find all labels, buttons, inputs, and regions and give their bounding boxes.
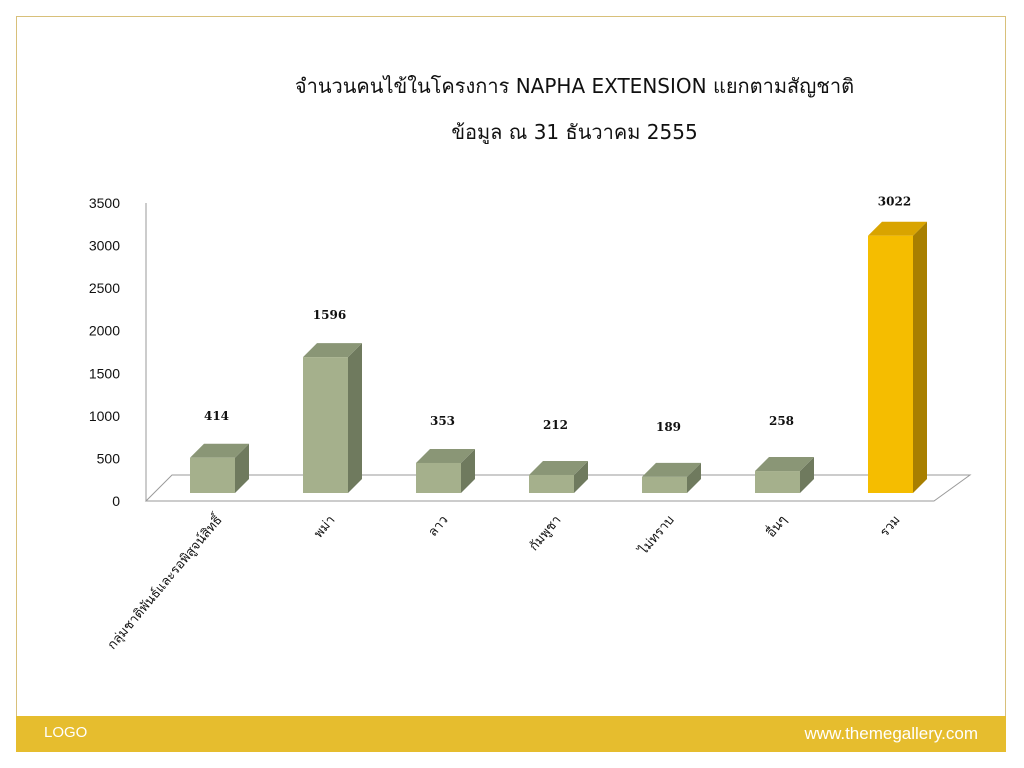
logo-text: LOGO bbox=[44, 724, 88, 741]
y-tick-label: 1000 bbox=[89, 408, 120, 424]
y-tick-label: 500 bbox=[97, 450, 121, 466]
bar bbox=[529, 474, 574, 493]
bar-top bbox=[642, 462, 701, 477]
bar-side bbox=[348, 343, 362, 493]
data-label: 414 bbox=[204, 409, 229, 423]
bar-top bbox=[416, 448, 475, 463]
bar bbox=[868, 235, 913, 493]
y-tick-label: 2000 bbox=[89, 323, 120, 339]
bar bbox=[416, 462, 461, 493]
category-label: ลาว bbox=[426, 513, 452, 540]
data-label: 189 bbox=[656, 420, 681, 434]
category-label: กลุ่มชาติพันธ์และรอพิสูจน์สิทธิ์ bbox=[103, 510, 227, 653]
bar-side bbox=[574, 460, 588, 493]
footer-bar: LOGO www.themegallery.com bbox=[16, 716, 1006, 752]
y-tick-label: 1500 bbox=[89, 365, 120, 381]
category-label: พม่า bbox=[311, 513, 338, 541]
bar bbox=[642, 476, 687, 493]
category-label: รวม bbox=[877, 513, 903, 540]
y-tick-label: 2500 bbox=[89, 280, 120, 296]
bar-top bbox=[868, 221, 927, 236]
data-label: 353 bbox=[430, 414, 455, 428]
chart-subtitle: ข้อมูล ณ 31 ธันวาคม 2555 bbox=[451, 120, 698, 144]
bar-side bbox=[687, 462, 701, 493]
data-label: 1596 bbox=[313, 308, 346, 322]
bar bbox=[303, 357, 348, 493]
y-tick-label: 3000 bbox=[89, 238, 120, 254]
category-label: ไม่ทราบ bbox=[635, 512, 678, 558]
bar-side bbox=[913, 221, 927, 493]
bar-top bbox=[755, 457, 814, 472]
y-tick-label: 0 bbox=[112, 493, 120, 509]
bar-top bbox=[190, 443, 249, 458]
chart-title-block: จำนวนคนไข้ในโครงการ NAPHA EXTENSION แยกต… bbox=[0, 72, 1024, 146]
category-label: กัมพูชา bbox=[527, 513, 565, 554]
bar bbox=[190, 457, 235, 493]
bar-top bbox=[529, 460, 588, 475]
bar bbox=[755, 471, 800, 493]
data-label: 212 bbox=[543, 418, 568, 432]
site-url: www.themegallery.com bbox=[804, 724, 978, 743]
bar-side bbox=[235, 443, 249, 493]
data-label: 258 bbox=[769, 414, 794, 428]
category-label: อื่นๆ bbox=[762, 512, 790, 541]
bar-side bbox=[800, 457, 814, 493]
data-label: 3022 bbox=[878, 195, 911, 209]
chart-title: จำนวนคนไข้ในโครงการ NAPHA EXTENSION แยกต… bbox=[294, 74, 855, 98]
bar-top bbox=[303, 343, 362, 358]
y-tick-label: 3500 bbox=[89, 195, 120, 211]
slide-frame bbox=[16, 16, 1006, 751]
bar-side bbox=[461, 448, 475, 493]
